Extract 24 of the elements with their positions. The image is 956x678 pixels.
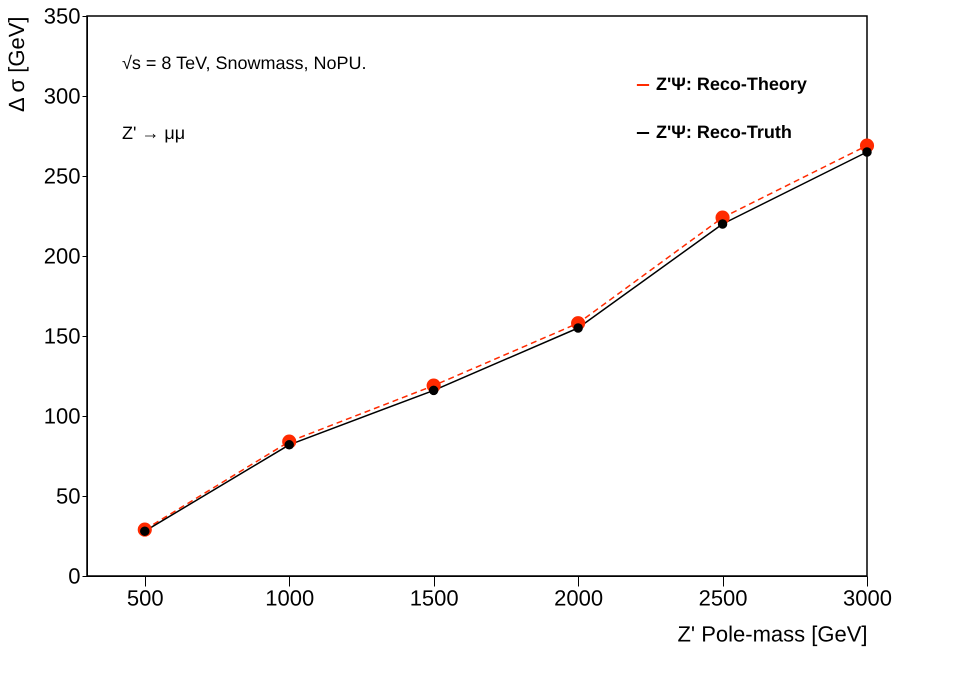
y-tick-label: 300 xyxy=(44,84,80,108)
x-tick-label: 1500 xyxy=(410,586,459,610)
annotation: Z' → μμ xyxy=(122,123,186,143)
x-tick-label: 3000 xyxy=(843,586,892,610)
y-tick-label: 350 xyxy=(44,4,80,28)
y-tick-label: 150 xyxy=(44,324,80,348)
annotation: √s = 8 TeV, Snowmass, NoPU. xyxy=(122,53,366,73)
y-tick-label: 0 xyxy=(68,564,80,588)
point xyxy=(718,219,728,229)
point xyxy=(573,323,583,333)
x-tick-label: 2000 xyxy=(554,586,604,610)
x-tick-label: 1000 xyxy=(265,586,314,610)
x-tick-label: 2500 xyxy=(698,586,748,610)
point xyxy=(428,386,438,396)
y-tick-label: 250 xyxy=(44,164,80,188)
point xyxy=(862,147,872,157)
legend-label: Z'Ψ: Reco-Theory xyxy=(656,74,807,94)
y-tick-label: 100 xyxy=(44,404,80,428)
y-axis-title: Δ σ [GeV] xyxy=(4,16,29,112)
y-tick-label: 50 xyxy=(56,484,80,508)
x-axis-title: Z' Pole-mass [GeV] xyxy=(677,622,868,646)
legend-label: Z'Ψ: Reco-Truth xyxy=(656,122,792,142)
x-tick-label: 500 xyxy=(126,586,164,610)
y-tick-label: 200 xyxy=(44,244,80,268)
